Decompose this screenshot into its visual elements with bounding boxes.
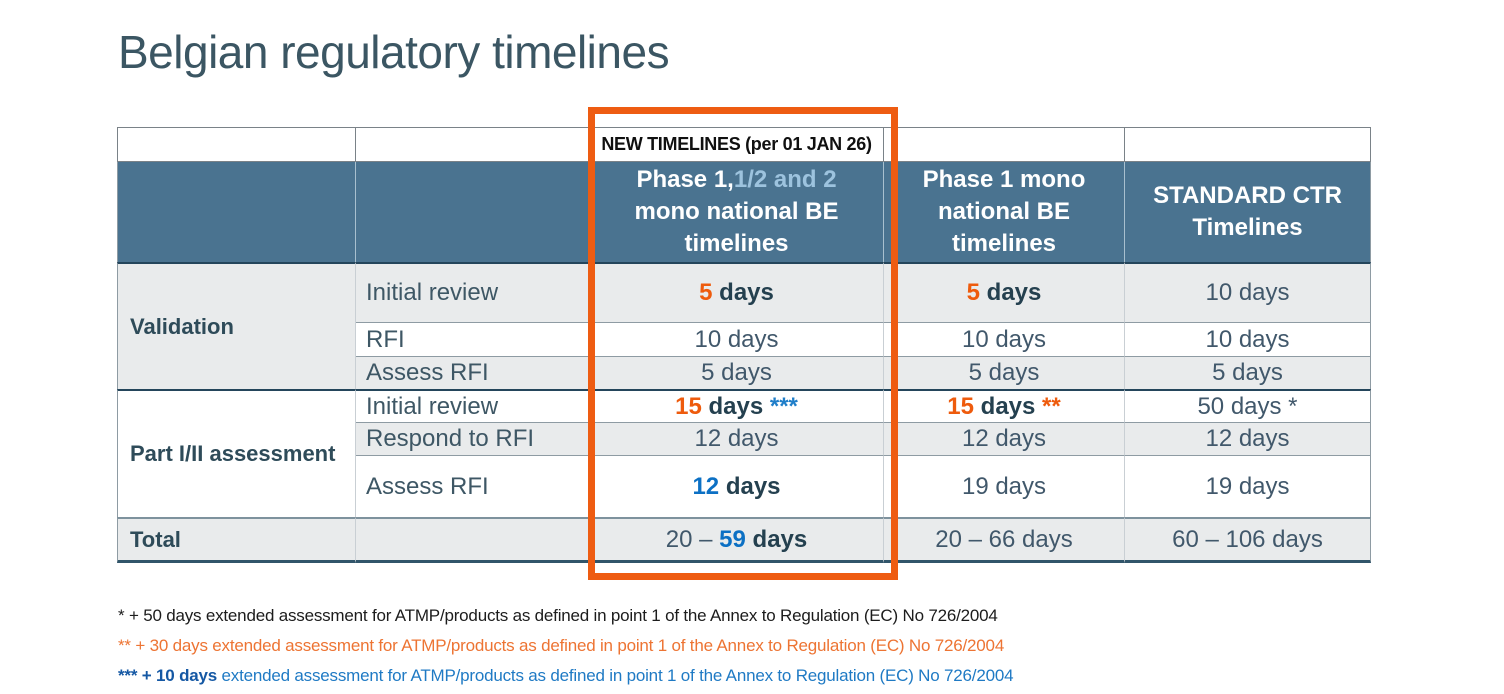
header-phase12-text: Phase 1,1/2 and 2 mono national BE timel…	[634, 166, 839, 257]
value-cell: 19 days	[884, 455, 1125, 517]
value-cell: 10 days	[1125, 262, 1371, 322]
banner-new-timelines: NEW TIMELINES (per 01 JAN 26)	[590, 127, 884, 162]
header-phase12-lightblue: 1/2 and 2	[733, 166, 837, 194]
value-cell: 12 days	[1125, 422, 1371, 455]
group-validation: Validation	[117, 262, 356, 389]
banner-cell-empty-3	[884, 127, 1125, 162]
asterisk-marker: ***	[769, 392, 798, 420]
row-label: Initial review	[356, 262, 590, 322]
banner-cell-empty-4	[1125, 127, 1371, 162]
value-cell: 5 days	[884, 356, 1125, 389]
row-label: Respond to RFI	[356, 422, 590, 455]
footnote-2: ** + 30 days extended assessment for ATM…	[118, 636, 1005, 655]
total-value-cell: 20 – 59 days	[590, 517, 884, 563]
value-cell: 5 days	[1125, 356, 1371, 389]
value-cell: 10 days	[1125, 322, 1371, 356]
header-empty-group	[117, 162, 356, 262]
value-cell: 5 days	[590, 262, 884, 322]
footnote-3-marker: ***	[118, 666, 142, 685]
value-cell: 15 days **	[884, 389, 1125, 422]
banner-cell-empty-2	[356, 127, 590, 162]
value-cell: 10 days	[884, 322, 1125, 356]
header-empty-sub	[356, 162, 590, 262]
page-title: Belgian regulatory timelines	[118, 26, 670, 78]
value-cell: 50 days *	[1125, 389, 1371, 422]
footnotes: * + 50 days extended assessment for ATMP…	[118, 601, 1438, 691]
footnote-3: *** + 10 days extended assessment for AT…	[118, 661, 1438, 691]
value-cell: 12 days	[590, 422, 884, 455]
group-total: Total	[117, 517, 356, 563]
footnote-3-bold: + 10 days	[141, 666, 218, 685]
banner-cell-empty-1	[117, 127, 356, 162]
group-part-i-ii: Part I/II assessment	[117, 389, 356, 517]
header-phase1-12-2: Phase 1,1/2 and 2 mono national BE timel…	[590, 162, 884, 262]
row-label: Assess RFI	[356, 455, 590, 517]
row-label: Assess RFI	[356, 356, 590, 389]
total-value-cell: 20 – 66 days	[884, 517, 1125, 563]
total-empty-cell	[356, 517, 590, 563]
value-cell: 12 days	[590, 455, 884, 517]
row-label: Initial review	[356, 389, 590, 422]
value-cell: 5 days	[884, 262, 1125, 322]
asterisk-marker: **	[1042, 392, 1061, 420]
value-cell: 12 days	[884, 422, 1125, 455]
timelines-table: NEW TIMELINES (per 01 JAN 26) Phase 1,1/…	[117, 127, 1371, 563]
value-cell: 15 days ***	[590, 389, 884, 422]
header-phase1-mono: Phase 1 mono national BE timelines	[884, 162, 1125, 262]
value-cell: 19 days	[1125, 455, 1371, 517]
value-cell: 10 days	[590, 322, 884, 356]
footnote-1: * + 50 days extended assessment for ATMP…	[118, 606, 998, 625]
value-cell: 5 days	[590, 356, 884, 389]
footnote-3-rest: extended assessment for ATMP/products as…	[217, 666, 1014, 685]
header-standard-ctr: STANDARD CTR Timelines	[1125, 162, 1371, 262]
row-label: RFI	[356, 322, 590, 356]
total-value-cell: 60 – 106 days	[1125, 517, 1371, 563]
